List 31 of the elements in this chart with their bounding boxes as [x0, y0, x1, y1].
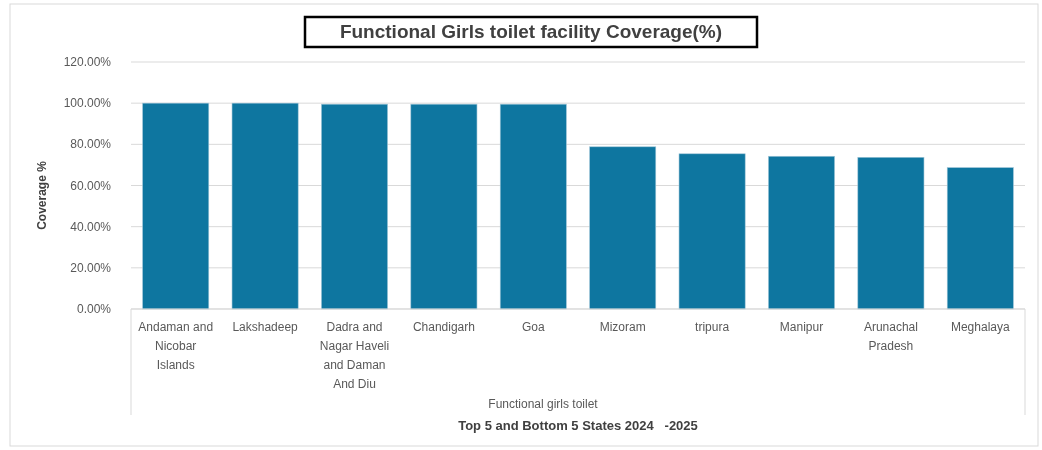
bar: [499, 103, 567, 310]
x-tick-label: Mizoram: [599, 320, 646, 334]
y-tick-label: 100.00%: [63, 96, 112, 111]
text: Top 5 and Bottom 5 States 2024 -2025: [458, 418, 698, 433]
y-tick-label: 20.00%: [70, 260, 112, 275]
bar: [321, 103, 388, 310]
x-tick-label: Lakshadeep: [232, 320, 299, 334]
x-tick-label: Chandigarh: [412, 320, 475, 334]
y-tick-label: 0.00%: [76, 302, 112, 316]
bar: [946, 167, 1014, 310]
chart-title: Functional Girls toilet facility Coverage(%): [339, 21, 723, 42]
x-tick-label: Manipur: [779, 320, 824, 334]
bar: [410, 103, 478, 310]
y-tick-label: 40.00%: [70, 219, 112, 234]
x-tick-label: Dadra and Nagar Haveli and Daman And Diu: [319, 320, 390, 391]
y-tick-label: 60.00%: [70, 178, 112, 193]
bar: [589, 146, 657, 310]
bar: [857, 157, 925, 310]
y-axis-title: Coverage %: [35, 160, 49, 230]
y-tick-label: 80.00%: [70, 137, 112, 152]
y-tick-label: 120.00%: [63, 55, 112, 69]
bar: [768, 155, 835, 310]
x-tick-label: Arunachal Pradesh: [863, 320, 918, 353]
x-tick-label: Meghalaya: [950, 320, 1010, 334]
bar: [678, 153, 746, 310]
bar: [142, 102, 210, 310]
x-tick-label: Andaman and Nicobar Islands: [138, 320, 214, 372]
x-tick-label: Goa: [521, 320, 545, 334]
x-axis-title: Functional girls toilet: [488, 397, 599, 411]
x-tick-label: tripura: [695, 320, 730, 334]
bar: [231, 102, 299, 310]
